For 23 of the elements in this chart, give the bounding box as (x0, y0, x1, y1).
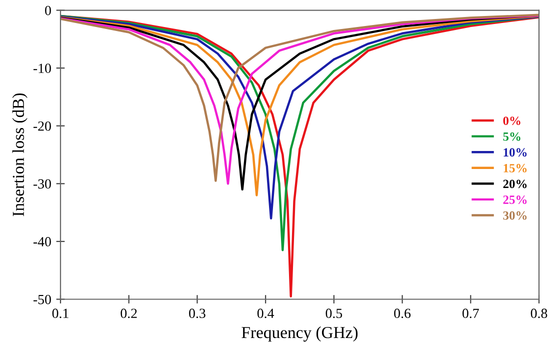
y-tick-label: -30 (33, 179, 51, 189)
x-tick-label: 0.6 (394, 308, 411, 318)
x-tick-label: 0.4 (257, 308, 274, 318)
legend-label: 15% (504, 164, 527, 172)
x-tick-label: 0.1 (52, 308, 68, 318)
y-axis-title: Insertion loss (dB) (12, 93, 28, 216)
y-tick-label: -40 (33, 237, 51, 246)
y-tick-label: -50 (33, 294, 51, 304)
y-tick-label: -20 (33, 121, 51, 131)
legend-label: 0% (503, 116, 520, 126)
x-tick-label: 0.7 (462, 308, 479, 318)
legend-label: 20% (503, 180, 527, 188)
x-axis-title: Frequency (GHz) (242, 326, 358, 342)
legend-label: 30% (503, 211, 527, 220)
x-tick-label: 0.5 (326, 308, 342, 318)
x-tick-label: 0.2 (120, 308, 137, 318)
x-tick-label: 0.3 (189, 308, 206, 318)
x-tick-label: 0.8 (530, 308, 548, 318)
legend-label: 25% (503, 196, 527, 204)
y-tick-label: 0 (45, 6, 51, 16)
y-tick-label: -10 (33, 64, 51, 74)
legend-label: 10% (504, 148, 527, 157)
legend-label: 5% (503, 132, 520, 141)
